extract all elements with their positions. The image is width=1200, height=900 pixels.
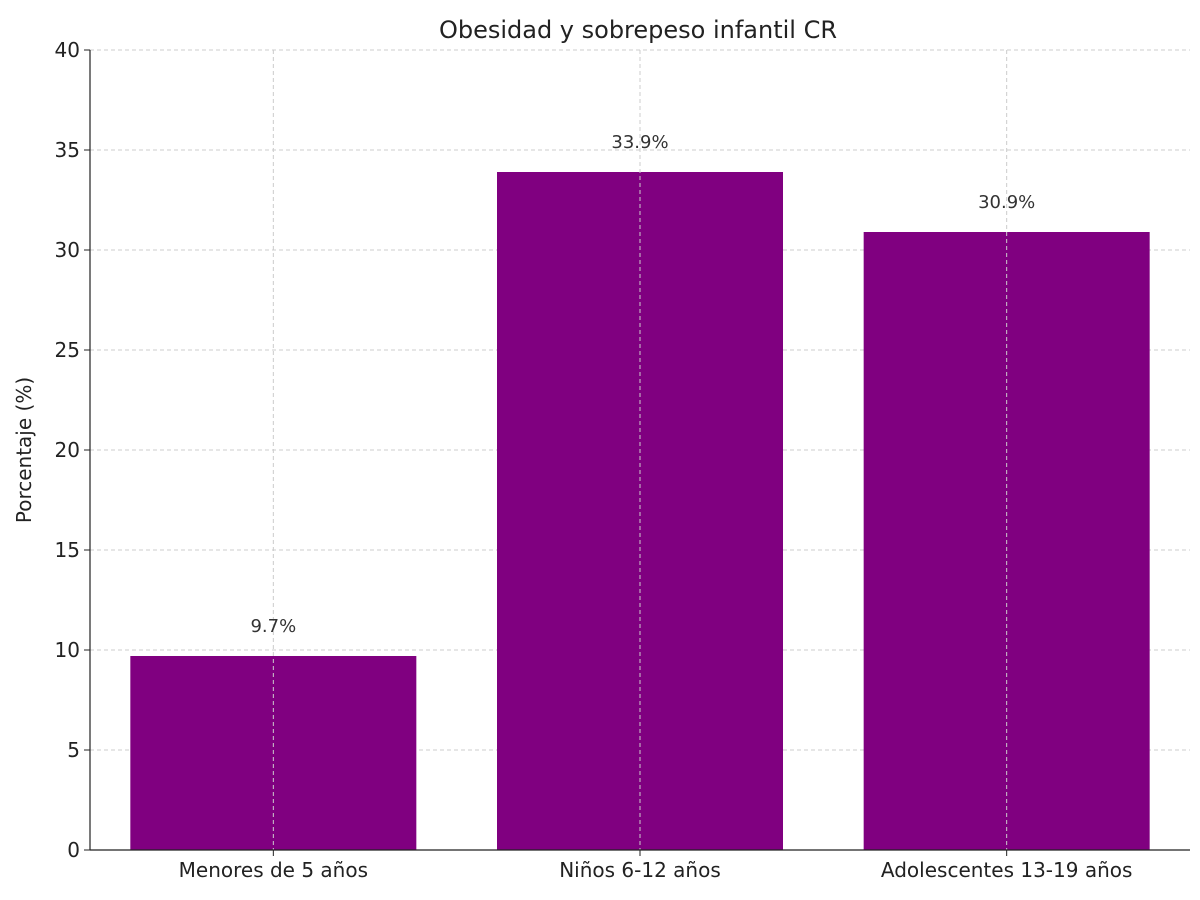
y-axis-title: Porcentaje (%) — [12, 377, 36, 523]
y-tick-label: 25 — [55, 338, 80, 362]
y-tick-label: 20 — [55, 438, 80, 462]
y-tick-label: 0 — [67, 838, 80, 862]
y-tick-label: 35 — [55, 138, 80, 162]
bar-value-label: 9.7% — [250, 616, 296, 637]
bars — [130, 172, 1150, 850]
y-tick-label: 15 — [55, 538, 80, 562]
bar-value-label: 33.9% — [611, 132, 668, 153]
y-tick-label: 40 — [55, 38, 80, 62]
bar-value-label: 30.9% — [978, 192, 1035, 213]
vertical-grid-lines — [272, 50, 1008, 850]
x-tick-label: Niños 6-12 años — [559, 858, 721, 882]
chart-title: Obesidad y sobrepeso infantil CR — [439, 16, 837, 44]
x-tick-label: Menores de 5 años — [179, 858, 368, 882]
labels: 0 5 10 15 20 25 30 35 40 Menores de 5 años Niños 6… — [55, 38, 1133, 882]
y-tick-label: 10 — [55, 638, 80, 662]
y-tick-label: 5 — [67, 738, 80, 762]
bar — [497, 172, 783, 850]
y-tick-label: 30 — [55, 238, 80, 262]
x-tick-label: Adolescentes 13-19 años — [881, 858, 1133, 882]
axes — [84, 49, 1190, 856]
